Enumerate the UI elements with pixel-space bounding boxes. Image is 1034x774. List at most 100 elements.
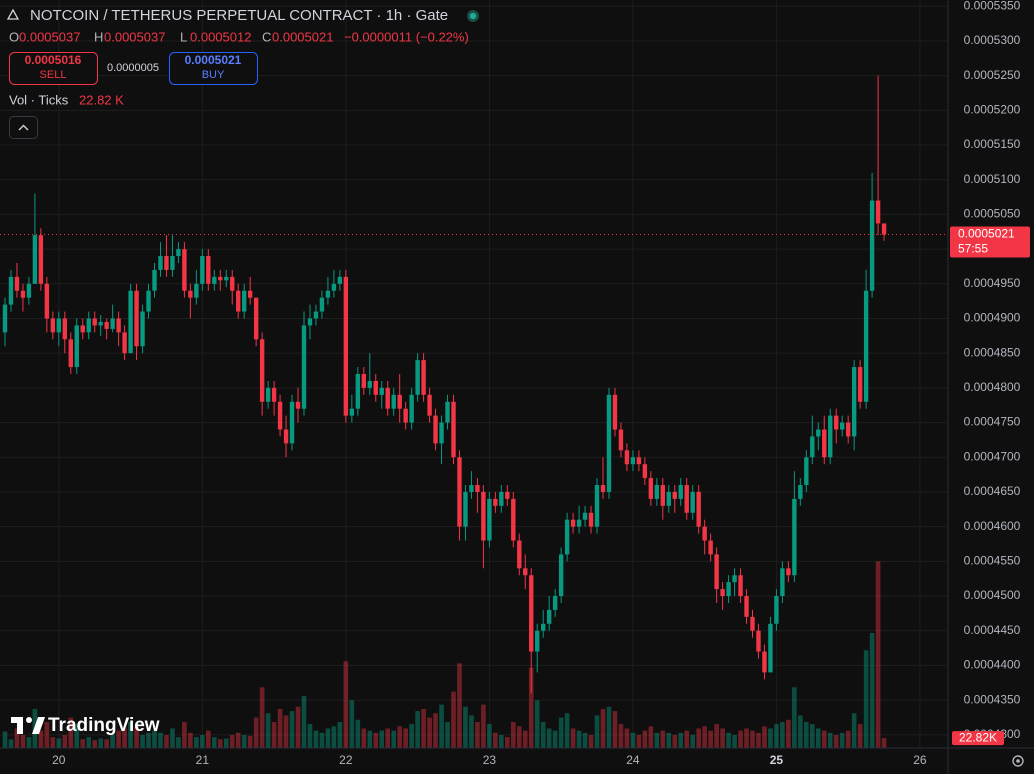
candle-body: [857, 367, 863, 402]
candle-body: [636, 457, 642, 465]
collapse-button[interactable]: [9, 116, 38, 139]
settings-icon-center: [1016, 759, 1020, 763]
candle-body: [403, 408, 408, 423]
countdown: 57:55: [958, 242, 988, 256]
volume-indicator[interactable]: Vol · Ticks: [9, 92, 69, 107]
candle-body: [158, 256, 163, 270]
y-tick-label: 0.0004550: [964, 554, 1021, 568]
warning-icon: [6, 8, 20, 20]
volume-bar: [295, 706, 301, 748]
volume-bar: [86, 737, 92, 748]
candle-body: [463, 491, 468, 527]
candle-body: [283, 429, 289, 444]
candle-body: [618, 429, 624, 451]
volume-bar: [170, 728, 175, 748]
volume-bar: [235, 732, 241, 748]
candle-body: [140, 311, 145, 347]
buy-button[interactable]: [169, 52, 258, 85]
candle-body: [80, 325, 85, 333]
candle-body: [433, 415, 438, 444]
y-tick-label: 0.0005200: [964, 102, 1021, 116]
volume-bar: [110, 734, 115, 748]
candle-body: [541, 623, 546, 631]
candle-body: [146, 290, 151, 312]
candle-body: [104, 321, 109, 329]
candle-body: [367, 380, 372, 388]
candle-body: [570, 519, 576, 527]
volume-bar: [576, 730, 582, 748]
symbol-title[interactable]: NOTCOIN / TETHERUS PERPETUAL CONTRACT · …: [30, 7, 448, 24]
volume-bar: [289, 711, 295, 748]
y-tick-label: 0.0004350: [964, 692, 1021, 706]
candle-body: [92, 318, 97, 326]
candle-body: [265, 387, 271, 402]
candle-body: [493, 498, 498, 506]
volume-bar: [427, 717, 432, 748]
y-tick-label: 0.0004450: [964, 623, 1021, 637]
x-tick-label: 25: [770, 753, 784, 767]
candle-body: [457, 457, 462, 527]
ohlc-label: C: [262, 29, 271, 44]
candle-body: [445, 401, 450, 423]
candle-body: [558, 554, 564, 597]
volume-bar: [217, 739, 223, 748]
candle-body: [714, 554, 719, 590]
candle-body: [86, 318, 91, 333]
y-tick-label: 0.0005350: [964, 0, 1021, 12]
volume-bar: [313, 730, 319, 748]
volume-bar: [14, 728, 20, 748]
candle-body: [720, 589, 725, 597]
candle-body: [20, 290, 26, 298]
candle-body: [756, 630, 761, 652]
candle-body: [379, 387, 384, 395]
volume-bar: [50, 737, 56, 748]
candle-body: [744, 596, 749, 617]
volume-bar: [122, 728, 127, 748]
volume-value: 22.82 K: [79, 92, 124, 107]
candle-body: [881, 223, 887, 235]
volume-bar: [463, 706, 468, 748]
volume-bar: [493, 732, 498, 748]
x-tick-label: 26: [913, 753, 927, 767]
y-tick-label: 0.0004850: [964, 345, 1021, 359]
y-tick-label: 0.0004900: [964, 311, 1021, 325]
volume-bar: [152, 730, 157, 748]
volume-bar: [415, 711, 420, 748]
volume-bar: [98, 738, 103, 748]
volume-bar: [792, 687, 797, 748]
volume-bar: [128, 721, 133, 748]
candle-body: [343, 276, 349, 416]
sell-button[interactable]: [9, 52, 98, 85]
volume-bar: [433, 713, 438, 748]
x-tick-label: 21: [196, 753, 210, 767]
candle-body: [8, 276, 14, 305]
volume-bar: [2, 731, 8, 748]
candle-body: [421, 360, 426, 395]
candle-body: [331, 283, 337, 291]
y-tick-label: 0.0004800: [964, 380, 1021, 394]
y-tick-label: 0.0004750: [964, 415, 1021, 429]
volume-bar: [325, 728, 331, 748]
volume-bar: [206, 730, 211, 748]
candle-body: [672, 491, 677, 499]
candle-body: [588, 512, 594, 527]
volume-bar: [768, 728, 773, 748]
candle-body: [253, 297, 259, 340]
settings-icon[interactable]: [1012, 755, 1024, 767]
volume-bar: [690, 734, 695, 748]
volume-bar: [367, 730, 373, 748]
candle-body: [247, 290, 253, 298]
volume-bar: [457, 663, 462, 748]
volume-bar: [624, 728, 630, 748]
candle-body: [385, 387, 390, 409]
y-tick-label: 0.0004700: [964, 449, 1021, 463]
candle-body: [546, 609, 552, 624]
volume-bar: [672, 734, 678, 748]
volume-bar: [522, 730, 528, 748]
volume-bar: [265, 713, 271, 748]
candle-body: [750, 616, 755, 631]
candle-body: [875, 200, 881, 224]
volume-bar: [409, 724, 414, 748]
